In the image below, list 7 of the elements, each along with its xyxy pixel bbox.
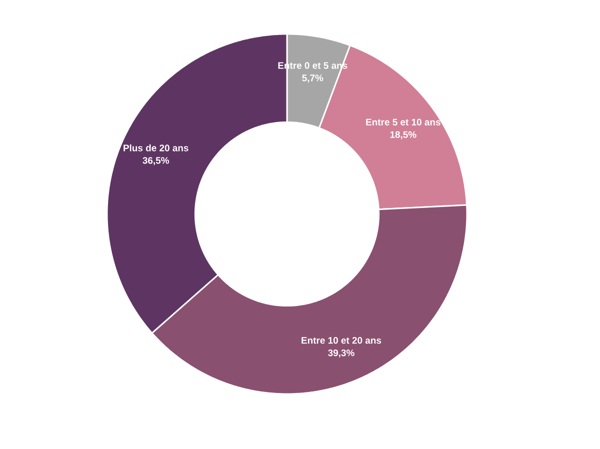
data-label: 18,5% <box>390 131 416 140</box>
slice-label: Plus de 20 ans <box>124 144 188 152</box>
slice-label: Entre 5 et 10 ans <box>366 118 440 126</box>
slice-label: Entre 10 et 20 ans <box>302 337 382 344</box>
data-label: 36,5% <box>142 157 170 166</box>
data-label: 5,7% <box>302 74 324 83</box>
data-label: 39,3% <box>328 349 354 358</box>
